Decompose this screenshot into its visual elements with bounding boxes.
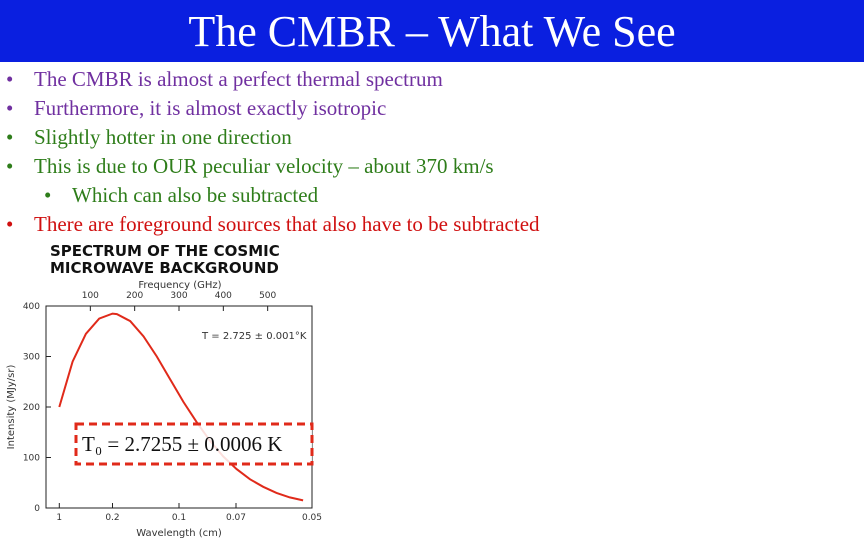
- top-tick-label: 100: [82, 291, 99, 301]
- bullet-2: • Furthermore, it is almost exactly isot…: [6, 95, 387, 121]
- bullet-text: There are foreground sources that also h…: [34, 212, 540, 236]
- bullet-dot: •: [6, 67, 14, 91]
- bullet-text: Which can also be subtracted: [72, 183, 319, 207]
- y-tick-label: 0: [34, 504, 40, 514]
- bullet-dot: •: [6, 154, 14, 178]
- bullet-text: The CMBR is almost a perfect thermal spe…: [34, 67, 443, 91]
- top-tick-label: 400: [215, 291, 232, 301]
- sub-bullet-1: • Which can also be subtracted: [44, 182, 319, 208]
- y-tick-label: 100: [23, 454, 40, 464]
- spectrum-curve: [58, 312, 304, 502]
- bullet-text: Furthermore, it is almost exactly isotro…: [34, 96, 387, 120]
- highlight-box: [74, 422, 314, 466]
- bullet-text: This is due to OUR peculiar velocity – a…: [34, 154, 494, 178]
- chart-title-line2: MICROWAVE BACKGROUND: [50, 259, 279, 277]
- title-bar: The CMBR – What We See: [0, 0, 864, 62]
- y-tick-label: 400: [23, 302, 40, 312]
- bullet-3: • Slightly hotter in one direction: [6, 124, 292, 150]
- x-tick-label: 0.05: [302, 513, 322, 523]
- bullet-text: Slightly hotter in one direction: [34, 125, 292, 149]
- chart-svg: SPECTRUM OF THE COSMIC MICROWAVE BACKGRO…: [6, 242, 322, 539]
- slide-title: The CMBR – What We See: [188, 7, 676, 56]
- chart-title-line1: SPECTRUM OF THE COSMIC: [50, 242, 280, 260]
- bullet-4: • This is due to OUR peculiar velocity –…: [6, 153, 494, 179]
- x-axis-label: Wavelength (cm): [136, 528, 222, 539]
- bullet-dot: •: [6, 212, 14, 236]
- x-tick-label: 1: [56, 513, 62, 523]
- top-tick-label: 300: [170, 291, 187, 301]
- top-tick-label: 500: [259, 291, 276, 301]
- top-axis-label: Frequency (GHz): [138, 280, 221, 291]
- bullet-dot: •: [44, 183, 52, 207]
- top-tick-label: 200: [126, 291, 143, 301]
- boxed-temperature-label: T₀ = 2.7255 ± 0.0006 K: [82, 432, 282, 456]
- x-tick-label: 0.07: [226, 513, 246, 523]
- cmb-spectrum-chart: SPECTRUM OF THE COSMIC MICROWAVE BACKGRO…: [0, 236, 340, 540]
- bullet-1: • The CMBR is almost a perfect thermal s…: [6, 66, 443, 92]
- y-tick-label: 300: [23, 353, 40, 363]
- x-tick-label: 0.2: [105, 513, 119, 523]
- bullet-dot: •: [6, 125, 14, 149]
- bullet-5: • There are foreground sources that also…: [6, 211, 540, 237]
- temperature-annotation: T = 2.725 ± 0.001°K: [201, 331, 307, 342]
- bullet-dot: •: [6, 96, 14, 120]
- y-tick-label: 200: [23, 403, 40, 413]
- y-axis-label: Intensity (MJy/sr): [6, 365, 17, 450]
- x-tick-label: 0.1: [172, 513, 186, 523]
